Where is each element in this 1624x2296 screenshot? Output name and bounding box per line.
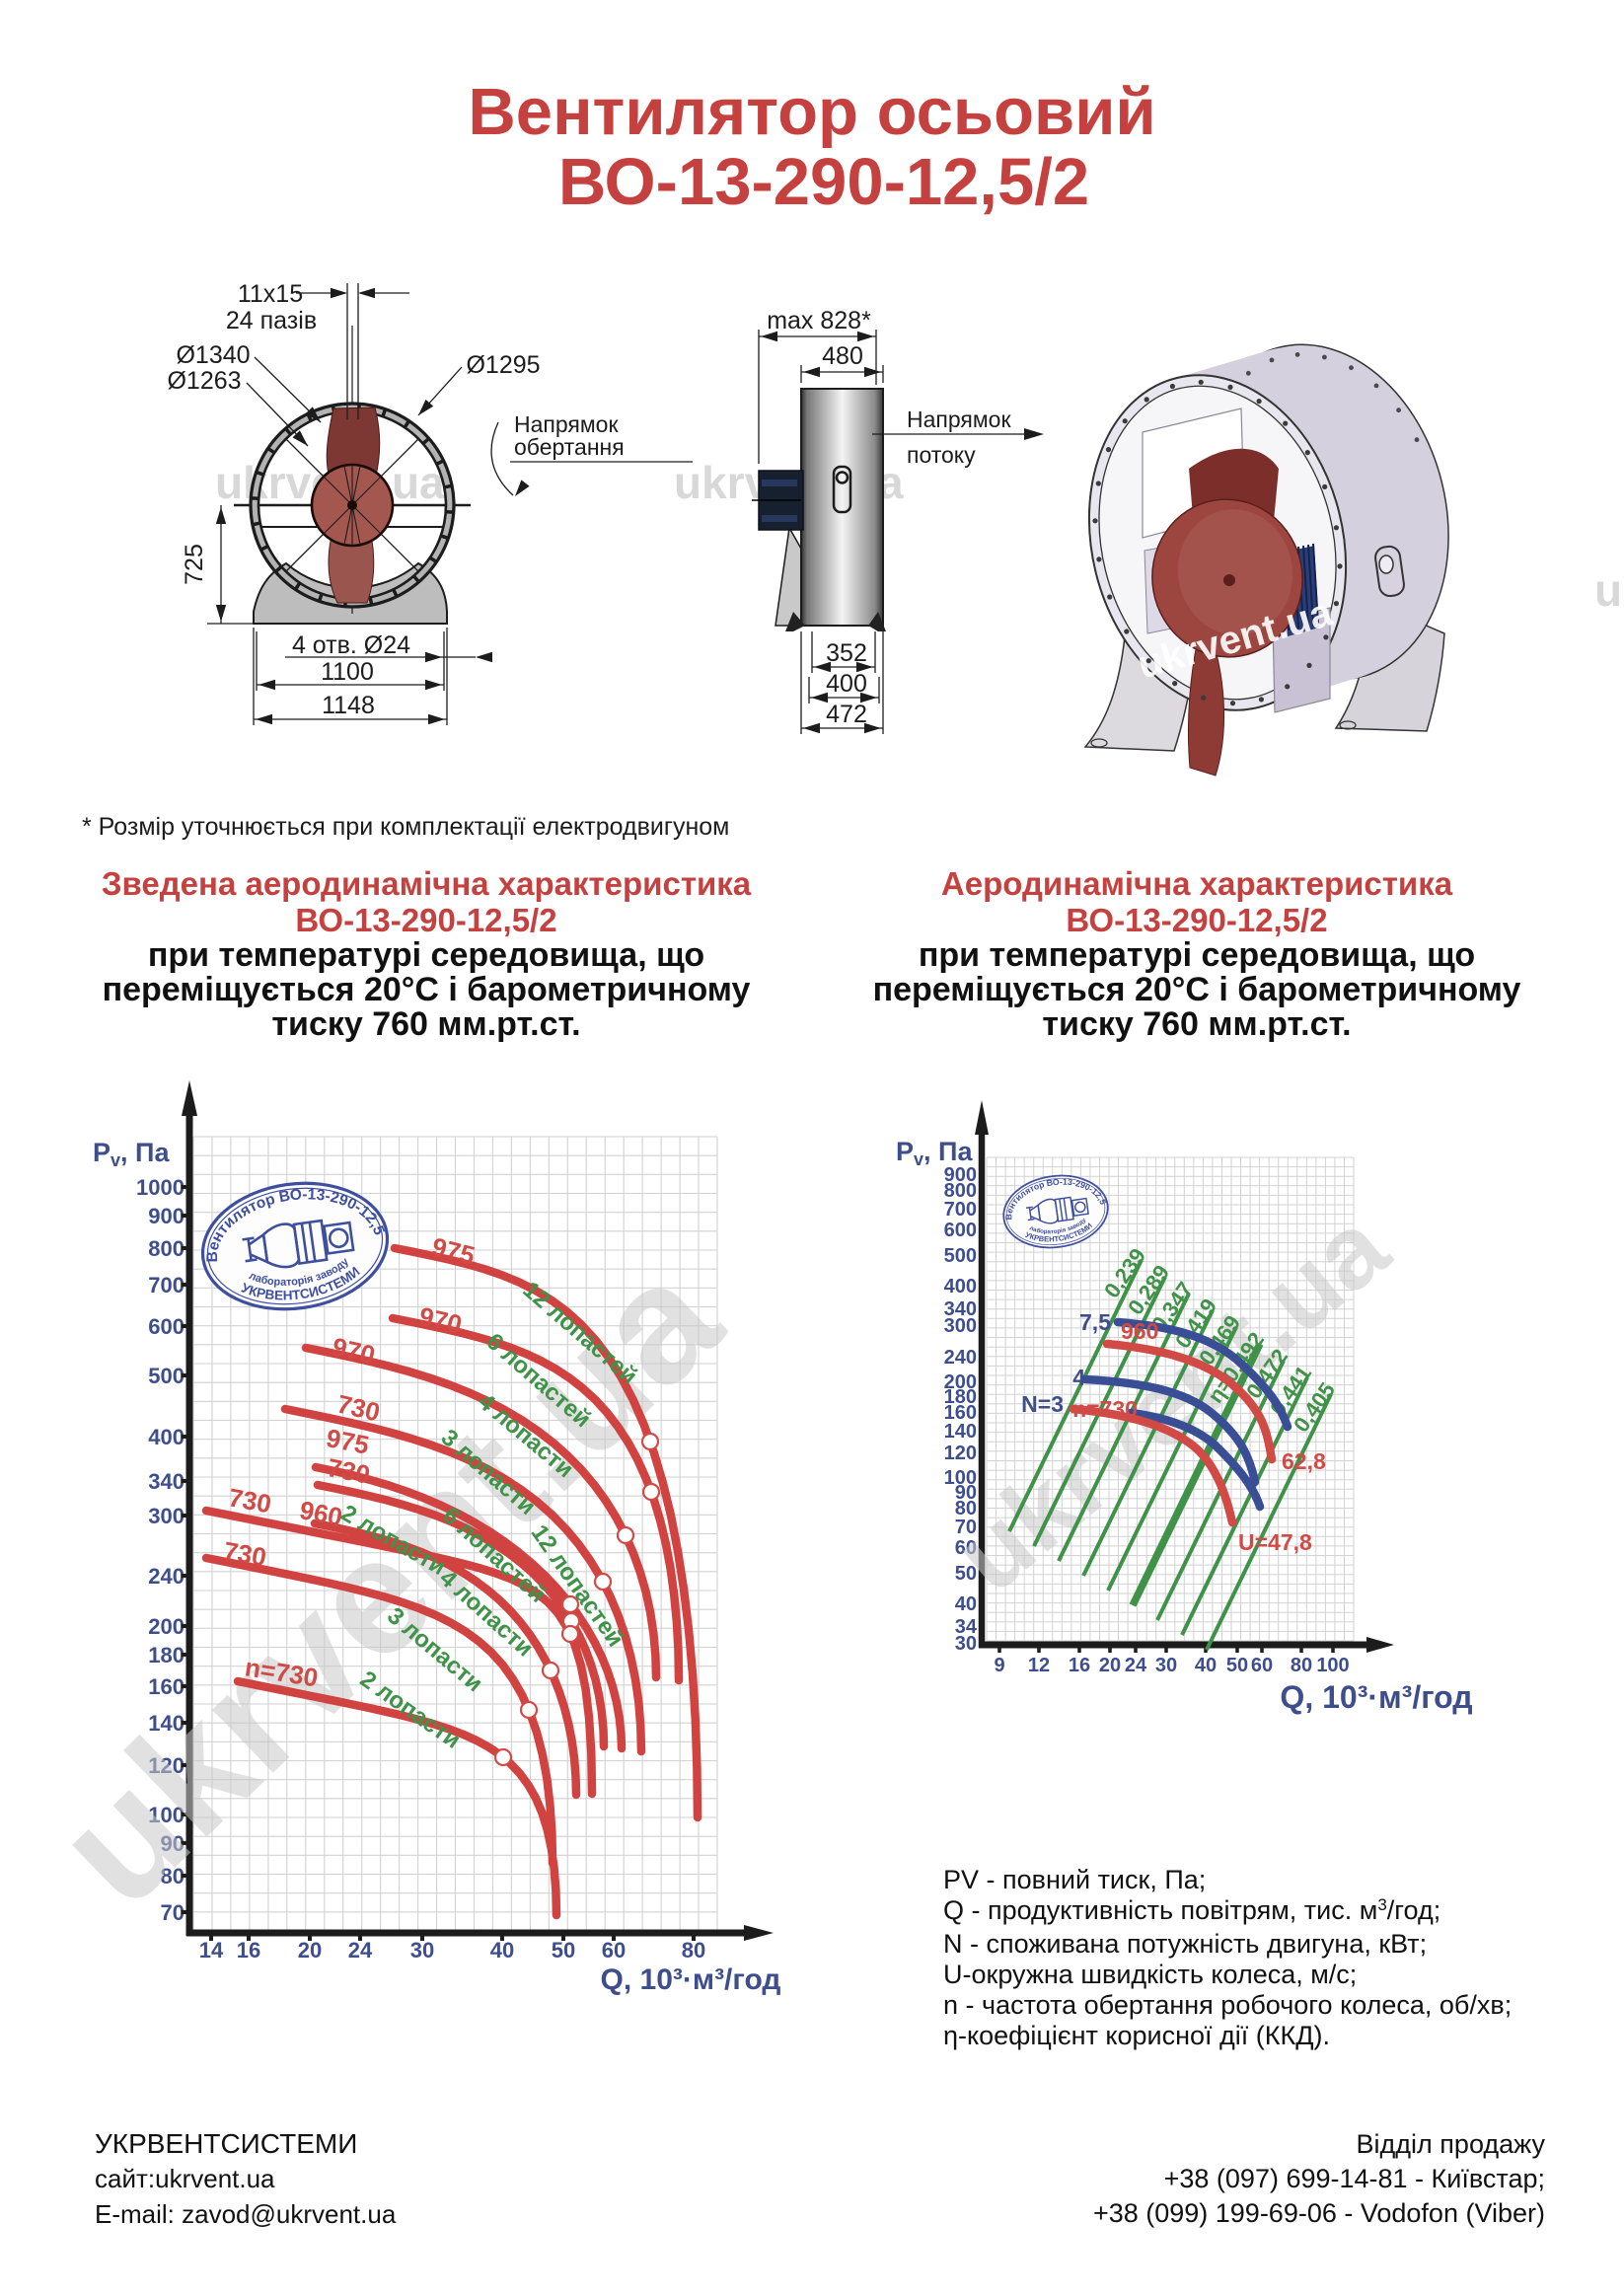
- svg-text:4 отв. Ø24: 4 отв. Ø24: [292, 631, 410, 659]
- svg-text:4: 4: [1072, 1365, 1085, 1390]
- svg-text:16: 16: [1069, 1655, 1090, 1676]
- svg-text:80: 80: [161, 1864, 185, 1889]
- svg-text:Pv, Па: Pv, Па: [93, 1138, 170, 1170]
- svg-text:352: 352: [826, 639, 867, 667]
- svg-text:20: 20: [1099, 1655, 1121, 1676]
- svg-text:обертання: обертання: [514, 434, 625, 460]
- svg-text:472: 472: [826, 701, 867, 728]
- svg-text:730: 730: [226, 1482, 273, 1518]
- svg-text:Q, 10³·м³/год: Q, 10³·м³/год: [1280, 1679, 1472, 1715]
- svg-text:900: 900: [148, 1204, 185, 1228]
- svg-text:200: 200: [944, 1371, 977, 1393]
- svg-text:340: 340: [944, 1298, 977, 1320]
- svg-text:240: 240: [148, 1564, 185, 1589]
- svg-text:60: 60: [955, 1537, 977, 1559]
- svg-text:140: 140: [148, 1711, 185, 1736]
- svg-text:960: 960: [1121, 1318, 1158, 1344]
- svg-text:600: 600: [944, 1220, 977, 1241]
- svg-text:800: 800: [944, 1180, 977, 1202]
- svg-text:400: 400: [944, 1276, 977, 1297]
- svg-text:9: 9: [994, 1655, 1004, 1676]
- svg-text:11x15: 11x15: [238, 280, 303, 308]
- svg-text:70: 70: [955, 1517, 977, 1538]
- svg-text:400: 400: [148, 1425, 185, 1449]
- svg-text:970: 970: [330, 1331, 378, 1370]
- svg-text:300: 300: [944, 1315, 977, 1337]
- svg-text:500: 500: [944, 1245, 977, 1267]
- svg-text:90: 90: [161, 1831, 185, 1856]
- svg-text:1148: 1148: [322, 692, 375, 719]
- svg-text:600: 600: [148, 1314, 185, 1339]
- svg-text:24 пазів: 24 пазів: [226, 307, 317, 334]
- svg-text:Ø1263: Ø1263: [167, 367, 241, 395]
- svg-text:ukrvent.ua: ukrvent.ua: [1594, 564, 1624, 616]
- svg-text:N=3: N=3: [1021, 1391, 1064, 1417]
- svg-text:40: 40: [955, 1593, 977, 1615]
- svg-text:7,5: 7,5: [1079, 1309, 1111, 1335]
- svg-text:Ø1295: Ø1295: [466, 351, 540, 379]
- svg-text:700: 700: [148, 1273, 185, 1297]
- svg-text:1100: 1100: [321, 658, 374, 686]
- svg-text:12: 12: [1028, 1655, 1050, 1676]
- svg-text:900: 900: [944, 1164, 977, 1186]
- svg-text:Q, 10³·м³/год: Q, 10³·м³/год: [601, 1963, 781, 1996]
- svg-text:30: 30: [410, 1938, 434, 1963]
- svg-text:300: 300: [148, 1504, 185, 1528]
- svg-text:80: 80: [955, 1498, 977, 1519]
- svg-text:U=47,8: U=47,8: [1238, 1529, 1312, 1555]
- svg-text:40: 40: [1195, 1655, 1217, 1676]
- svg-text:n=730: n=730: [1072, 1396, 1138, 1422]
- svg-text:24: 24: [1125, 1655, 1147, 1676]
- svg-text:800: 800: [148, 1236, 185, 1261]
- svg-text:100: 100: [1316, 1655, 1349, 1676]
- svg-text:50: 50: [955, 1563, 977, 1585]
- svg-text:1000: 1000: [136, 1175, 185, 1200]
- svg-text:100: 100: [944, 1467, 977, 1489]
- svg-text:20: 20: [298, 1938, 322, 1963]
- svg-text:60: 60: [1251, 1655, 1273, 1676]
- svg-text:80: 80: [1291, 1655, 1312, 1676]
- svg-text:16: 16: [237, 1938, 260, 1963]
- svg-text:max 828*: max 828*: [767, 307, 871, 334]
- svg-text:Напрямок: Напрямок: [514, 411, 619, 437]
- svg-text:120: 120: [944, 1443, 977, 1464]
- svg-text:50: 50: [552, 1938, 575, 1963]
- svg-text:180: 180: [944, 1386, 977, 1408]
- svg-text:400: 400: [826, 670, 867, 698]
- svg-text:240: 240: [944, 1347, 977, 1369]
- svg-text:700: 700: [944, 1199, 977, 1221]
- svg-text:34: 34: [955, 1616, 978, 1638]
- svg-text:340: 340: [148, 1469, 185, 1494]
- svg-text:100: 100: [148, 1803, 185, 1827]
- svg-text:725: 725: [181, 544, 208, 585]
- svg-text:14: 14: [199, 1938, 224, 1963]
- svg-text:24: 24: [348, 1938, 373, 1963]
- svg-text:730: 730: [221, 1535, 268, 1572]
- svg-text:Pv, Па: Pv, Па: [896, 1137, 973, 1169]
- svg-text:160: 160: [148, 1674, 185, 1699]
- svg-text:30: 30: [1155, 1655, 1177, 1676]
- svg-text:30: 30: [955, 1633, 977, 1655]
- svg-text:180: 180: [148, 1643, 185, 1667]
- svg-text:40: 40: [490, 1938, 514, 1963]
- svg-text:70: 70: [161, 1900, 185, 1925]
- svg-text:62,8: 62,8: [1282, 1448, 1326, 1474]
- svg-text:120: 120: [148, 1753, 185, 1778]
- svg-text:140: 140: [944, 1421, 977, 1443]
- svg-text:80: 80: [682, 1938, 705, 1963]
- svg-text:Ø1340: Ø1340: [176, 341, 250, 369]
- svg-text:90: 90: [955, 1482, 977, 1504]
- svg-text:50: 50: [1226, 1655, 1248, 1676]
- svg-text:480: 480: [822, 342, 863, 370]
- svg-text:200: 200: [148, 1614, 185, 1639]
- svg-text:Напрямок: Напрямок: [907, 407, 1011, 432]
- svg-text:500: 500: [148, 1364, 185, 1388]
- svg-text:потоку: потоку: [907, 442, 976, 468]
- svg-text:60: 60: [602, 1938, 626, 1963]
- svg-text:160: 160: [944, 1402, 977, 1424]
